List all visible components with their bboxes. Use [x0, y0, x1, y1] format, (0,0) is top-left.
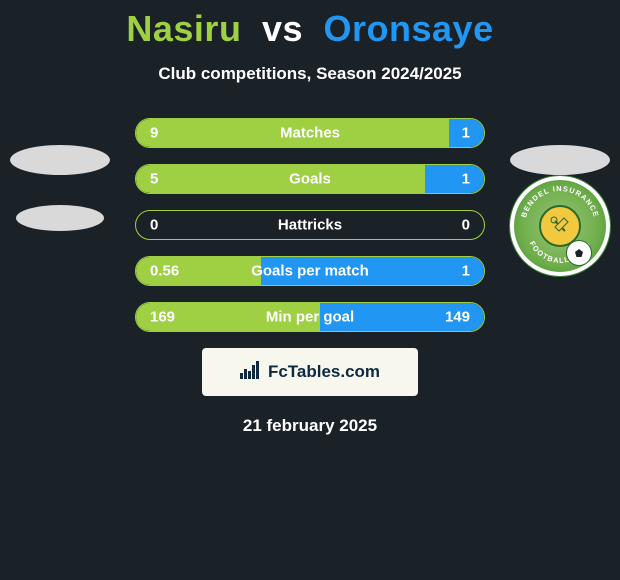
placeholder-ellipse-icon [16, 201, 104, 235]
player1-club-badge [10, 168, 110, 268]
club-badge-text-arc: BENDEL INSURANCE FOOTBALL CLUB [514, 180, 606, 272]
brand-name: FcTables.com [268, 362, 380, 382]
club-badge-icon: BENDEL INSURANCE FOOTBALL CLUB [510, 176, 610, 276]
player2-club-badge: BENDEL INSURANCE FOOTBALL CLUB [510, 176, 610, 276]
stat-right-value: 0 [462, 217, 470, 234]
stat-label: Goals per match [251, 263, 369, 280]
soccer-ball-icon [566, 240, 592, 266]
stat-right-value: 1 [462, 125, 470, 142]
stat-row-min-per-goal: 169 Min per goal 149 [135, 302, 485, 332]
stat-right-value: 1 [462, 263, 470, 280]
bar-chart-icon [240, 361, 262, 384]
stat-fill-right [425, 165, 484, 193]
player2-name: Oronsaye [324, 8, 494, 49]
stat-row-hattricks: 0 Hattricks 0 [135, 210, 485, 240]
infographic-container: Nasiru vs Oronsaye Club competitions, Se… [0, 0, 620, 580]
stat-left-value: 169 [150, 309, 175, 326]
brand-label: FcTables.com [240, 361, 380, 384]
stat-label: Hattricks [278, 217, 342, 234]
stat-left-value: 0.56 [150, 263, 179, 280]
stat-right-value: 149 [445, 309, 470, 326]
stat-label: Matches [280, 125, 340, 142]
stat-label: Goals [289, 171, 331, 188]
placeholder-ellipse-icon [510, 140, 610, 180]
stat-label: Min per goal [266, 309, 354, 326]
stat-row-goals: 5 Goals 1 [135, 164, 485, 194]
stat-left-value: 9 [150, 125, 158, 142]
stat-right-value: 1 [462, 171, 470, 188]
stats-table: 9 Matches 1 5 Goals 1 0 Hattricks 0 0.56… [135, 118, 485, 332]
subtitle: Club competitions, Season 2024/2025 [0, 64, 620, 84]
player1-name: Nasiru [126, 8, 241, 49]
vs-text: vs [262, 8, 303, 49]
stat-fill-left [136, 165, 425, 193]
stat-left-value: 0 [150, 217, 158, 234]
svg-text:BENDEL INSURANCE: BENDEL INSURANCE [519, 184, 601, 219]
brand-box[interactable]: FcTables.com [202, 348, 418, 396]
page-title: Nasiru vs Oronsaye [0, 8, 620, 50]
date-label: 21 february 2025 [0, 416, 620, 436]
stat-row-matches: 9 Matches 1 [135, 118, 485, 148]
stat-row-goals-per-match: 0.56 Goals per match 1 [135, 256, 485, 286]
stat-left-value: 5 [150, 171, 158, 188]
